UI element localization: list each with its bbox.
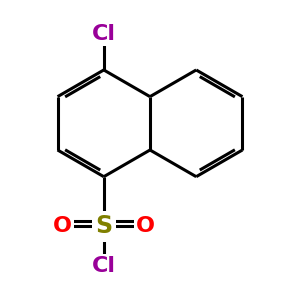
Text: S: S	[95, 214, 112, 238]
Text: Cl: Cl	[92, 24, 116, 44]
Text: O: O	[53, 216, 72, 236]
Text: Cl: Cl	[92, 256, 116, 276]
Text: O: O	[136, 216, 155, 236]
